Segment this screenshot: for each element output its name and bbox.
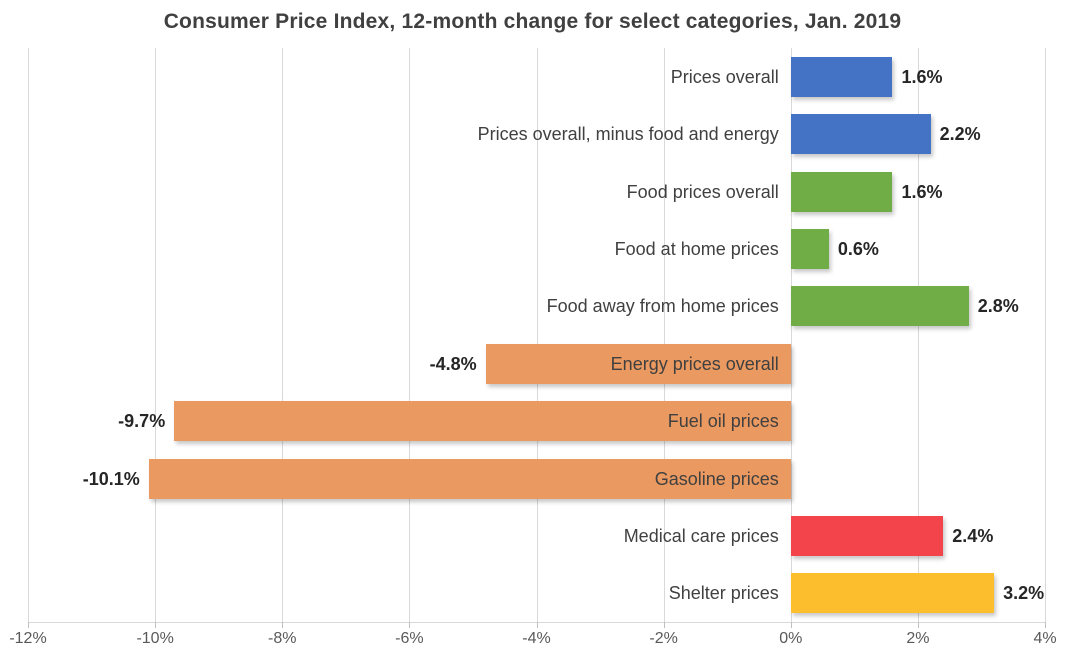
tick-mark--6% (409, 622, 411, 628)
x-axis: -12% -10% -8% -6% -4% -2% 0% 2% 4% (9, 630, 1056, 654)
bar-gasoline-prices (148, 459, 791, 499)
chart-title: Consumer Price Index, 12-month change fo… (163, 10, 902, 33)
bar-food-prices-overall (790, 172, 893, 212)
value-label: 1.6% (901, 67, 943, 87)
category-label: Prices overall, minus food and energy (477, 124, 779, 144)
tick-mark--8% (282, 622, 284, 628)
x-axis-label--2%: -2% (649, 630, 678, 647)
x-axis-label--4%: -4% (522, 630, 551, 647)
bar-food-away-from-home-prices (790, 286, 969, 326)
category-label: Food at home prices (614, 239, 779, 259)
category-label: Energy prices overall (610, 354, 779, 374)
x-axis-label-2%: 2% (906, 630, 930, 647)
value-label: 2.8% (977, 296, 1019, 316)
x-axis-label-4%: 4% (1033, 630, 1057, 647)
gridline--12% (28, 48, 29, 622)
bar-prices-overall (790, 57, 893, 97)
category-label: Shelter prices (668, 583, 779, 603)
tick-mark-4% (1045, 622, 1046, 628)
x-axis-label--6%: -6% (395, 630, 424, 647)
gridline-0% (790, 48, 792, 622)
plot-area: Prices overall 1.6% Prices overall, minus … (28, 48, 1046, 628)
value-label: -10.1% (82, 469, 140, 489)
tick-mark--2% (663, 622, 665, 628)
value-label: 0.6% (837, 239, 879, 259)
value-label: -4.8% (429, 354, 477, 374)
bar-energy-prices-overall (485, 344, 791, 384)
value-label: -9.7% (118, 411, 166, 431)
category-label: Fuel oil prices (667, 411, 779, 431)
gridline--6% (409, 48, 411, 622)
x-axis-label--10%: -10% (136, 630, 174, 647)
value-label: 2.2% (939, 124, 981, 144)
gridline--2% (663, 48, 665, 622)
category-label: Prices overall (670, 67, 779, 87)
category-label: Food away from home prices (546, 296, 779, 316)
value-label: 2.4% (952, 526, 994, 546)
gridline-4% (1045, 48, 1046, 622)
x-axis-label--12%: -12% (9, 630, 47, 647)
tick-mark--4% (536, 622, 538, 628)
bar-food-at-home-prices (790, 229, 829, 269)
bar-medical-care-prices (790, 516, 944, 556)
tick-mark--10% (155, 622, 157, 628)
value-label: 1.6% (901, 182, 943, 202)
gridline--10% (155, 48, 157, 622)
bar-fuel-oil-prices (174, 401, 791, 441)
category-label: Medical care prices (623, 526, 779, 546)
x-axis-label-0%: 0% (779, 630, 803, 647)
gridline--8% (282, 48, 284, 622)
gridline--4% (536, 48, 538, 622)
value-label: 3.2% (1003, 583, 1045, 603)
bar-prices-overall-minus-food-and-energy (790, 114, 931, 154)
bar-shelter-prices (790, 573, 995, 613)
tick-mark--12% (28, 622, 29, 628)
gridline-2% (917, 48, 919, 622)
tick-mark-0% (790, 622, 792, 628)
category-label: Food prices overall (626, 182, 779, 202)
tick-mark-2% (917, 622, 919, 628)
x-axis-label--8%: -8% (268, 630, 297, 647)
category-label: Gasoline prices (654, 469, 779, 489)
